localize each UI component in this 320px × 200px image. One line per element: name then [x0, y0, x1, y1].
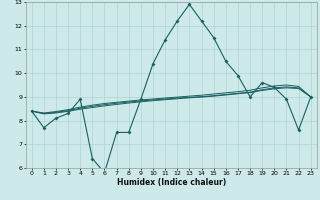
- X-axis label: Humidex (Indice chaleur): Humidex (Indice chaleur): [116, 178, 226, 187]
